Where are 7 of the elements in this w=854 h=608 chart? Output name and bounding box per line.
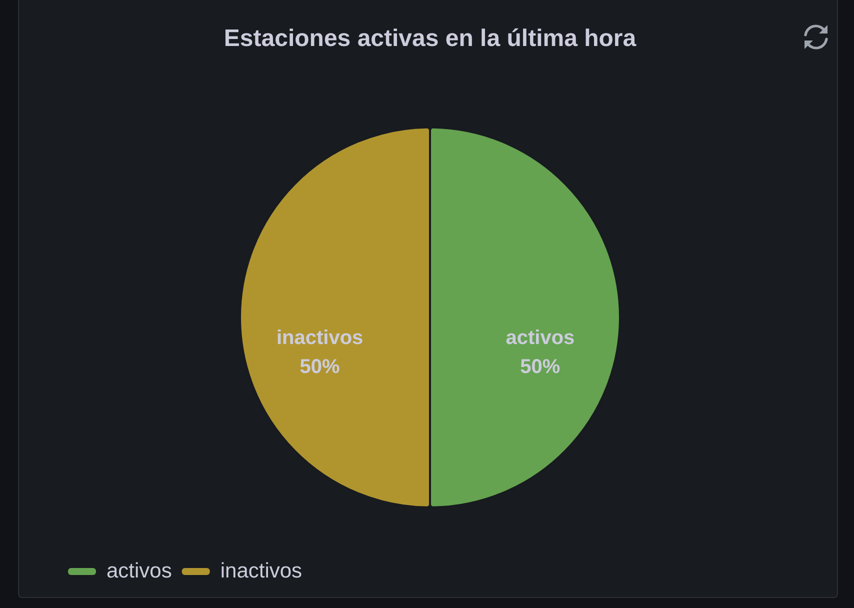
slice-label: inactivos xyxy=(276,326,364,349)
slice-label: activos xyxy=(506,326,575,349)
data-label: 50% xyxy=(520,356,560,378)
chart-title: Estaciones activas en la última hora xyxy=(224,25,637,52)
legend-label: inactivos xyxy=(220,559,302,582)
data-label: 50% xyxy=(300,356,340,378)
legend-label: activos xyxy=(106,559,172,582)
